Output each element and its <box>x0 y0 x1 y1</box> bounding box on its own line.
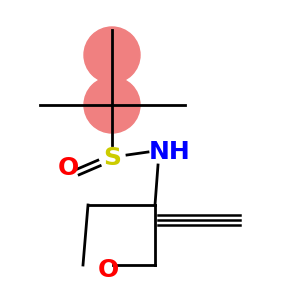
Text: O: O <box>57 156 79 180</box>
Text: NH: NH <box>149 140 191 164</box>
Circle shape <box>84 77 140 133</box>
Text: S: S <box>103 146 121 170</box>
Text: O: O <box>98 258 118 282</box>
Circle shape <box>84 27 140 83</box>
